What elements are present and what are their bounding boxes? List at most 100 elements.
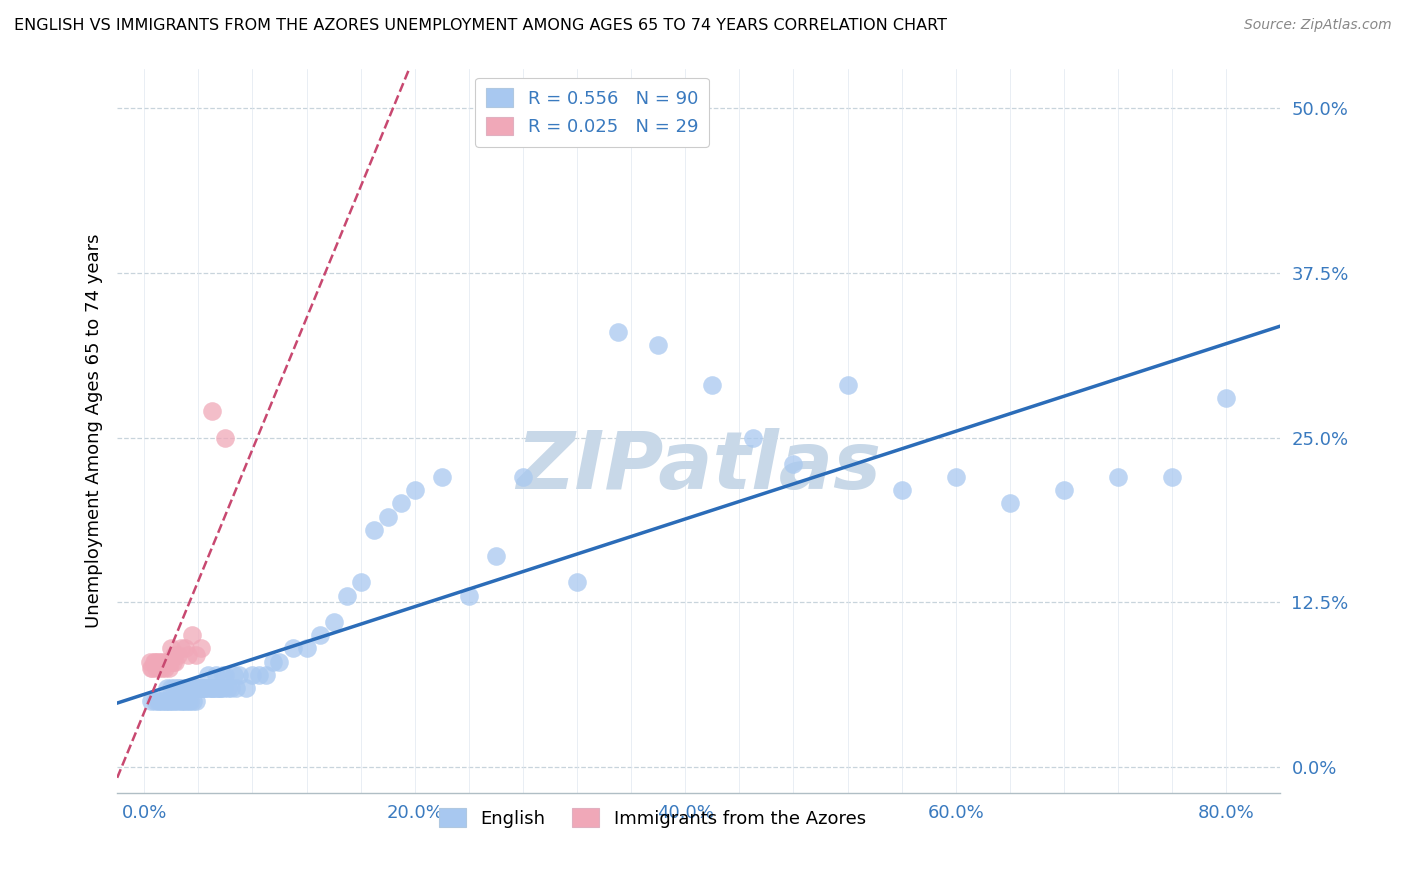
Point (209, 681, 232, 695)
Point (184, 648, 207, 662)
Point (141, 661, 163, 675)
Text: ZIPatlas: ZIPatlas (516, 428, 882, 506)
Point (146, 694, 169, 708)
Point (143, 655, 166, 669)
Point (195, 681, 218, 695)
Point (205, 667, 228, 681)
Point (159, 655, 181, 669)
Point (211, 667, 233, 681)
Point (173, 641, 195, 656)
Point (1053, 483, 1076, 498)
Point (183, 681, 205, 695)
Point (172, 681, 194, 695)
Point (155, 694, 177, 708)
Point (485, 549, 508, 563)
Point (172, 694, 194, 708)
Point (156, 655, 179, 669)
Point (741, 430, 763, 444)
Point (214, 667, 236, 681)
Point (149, 655, 172, 669)
Point (837, 377, 859, 392)
Point (162, 655, 184, 669)
Point (201, 681, 224, 695)
Point (169, 681, 191, 695)
Point (167, 648, 190, 662)
Point (160, 641, 183, 656)
Point (143, 694, 166, 708)
Point (148, 661, 170, 675)
Point (202, 681, 225, 695)
Point (1161, 470, 1184, 484)
Point (155, 655, 177, 669)
Point (176, 694, 198, 708)
Point (363, 523, 385, 537)
Point (194, 681, 217, 695)
Point (157, 694, 180, 708)
Legend: English, Immigrants from the Azores: English, Immigrants from the Azores (432, 801, 873, 835)
Point (150, 694, 173, 708)
Point (377, 509, 399, 524)
Point (150, 661, 173, 675)
Point (139, 661, 162, 675)
Point (181, 694, 204, 708)
Point (295, 641, 318, 656)
Point (702, 377, 724, 392)
Point (180, 681, 202, 695)
Point (349, 575, 371, 590)
Point (217, 681, 239, 695)
Point (139, 694, 162, 708)
Point (222, 667, 245, 681)
Point (782, 457, 804, 471)
Point (149, 694, 172, 708)
Point (177, 681, 200, 695)
Point (198, 681, 221, 695)
Point (200, 681, 222, 695)
Point (998, 496, 1021, 510)
Point (165, 655, 187, 669)
Point (186, 681, 208, 695)
Point (146, 655, 169, 669)
Point (322, 615, 344, 629)
Text: ENGLISH VS IMMIGRANTS FROM THE AZORES UNEMPLOYMENT AMONG AGES 65 TO 74 YEARS COR: ENGLISH VS IMMIGRANTS FROM THE AZORES UN… (14, 18, 948, 33)
Point (190, 681, 212, 695)
Point (225, 681, 247, 695)
Point (173, 694, 195, 708)
Point (430, 470, 453, 484)
Point (170, 641, 193, 656)
Point (191, 681, 214, 695)
Point (163, 681, 186, 695)
Point (262, 655, 284, 669)
Point (176, 648, 198, 662)
Point (187, 681, 209, 695)
Point (179, 694, 201, 708)
Point (188, 681, 211, 695)
Point (457, 589, 479, 603)
Point (890, 483, 912, 498)
Point (647, 338, 669, 352)
Point (170, 694, 193, 708)
Point (157, 661, 180, 675)
Point (152, 655, 174, 669)
Point (159, 694, 181, 708)
Point (153, 694, 176, 708)
Point (167, 694, 190, 708)
Point (190, 641, 212, 656)
Point (174, 681, 197, 695)
Point (201, 404, 224, 418)
Point (145, 661, 167, 675)
Text: Source: ZipAtlas.com: Source: ZipAtlas.com (1244, 18, 1392, 32)
Point (565, 575, 588, 590)
Point (160, 681, 183, 695)
Point (163, 648, 186, 662)
Point (142, 655, 165, 669)
Point (945, 470, 967, 484)
Point (269, 655, 291, 669)
Point (336, 589, 359, 603)
Point (1107, 470, 1129, 484)
Point (204, 681, 226, 695)
Point (389, 496, 412, 510)
Point (228, 667, 250, 681)
Y-axis label: Unemployment Among Ages 65 to 74 years: Unemployment Among Ages 65 to 74 years (86, 234, 103, 628)
Point (1215, 391, 1237, 405)
Point (208, 681, 231, 695)
